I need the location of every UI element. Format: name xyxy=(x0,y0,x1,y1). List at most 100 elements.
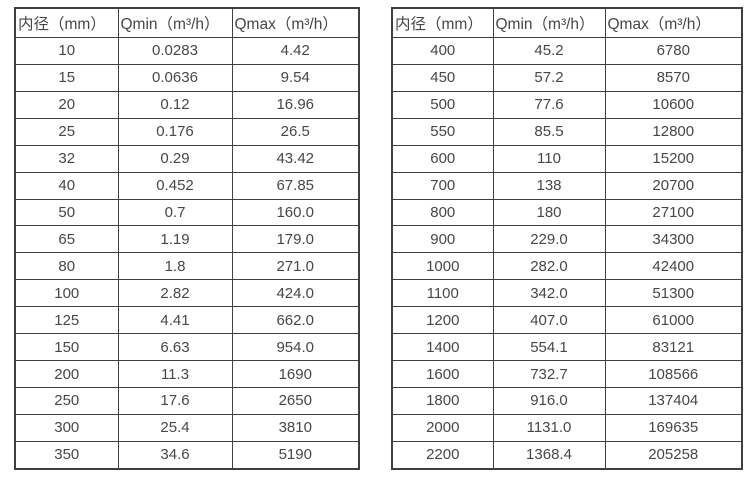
table-cell: 550 xyxy=(391,117,494,146)
table-cell: 407.0 xyxy=(492,306,606,335)
col-header-qmin: Qmin（m³/h） xyxy=(492,7,606,38)
table-cell: 137404 xyxy=(604,386,743,415)
table-row: 15 0.0636 9.54 xyxy=(14,63,360,92)
table-cell: 25 xyxy=(14,117,119,146)
table-row: 500 77.6 10600 xyxy=(391,90,743,119)
table-cell: 85.5 xyxy=(492,117,606,146)
table-cell: 3810 xyxy=(231,413,360,442)
table-row: 150 6.63 954.0 xyxy=(14,333,360,362)
table-cell: 229.0 xyxy=(492,225,606,254)
table-cell: 916.0 xyxy=(492,386,606,415)
table-cell: 15 xyxy=(14,63,119,92)
table-cell: 51300 xyxy=(604,279,743,308)
table-row: 25 0.176 26.5 xyxy=(14,117,360,146)
table-row: 600 110 15200 xyxy=(391,144,743,173)
header-row: 内径（mm） Qmin（m³/h） Qmax（m³/h） xyxy=(391,7,743,38)
table-row: 125 4.41 662.0 xyxy=(14,306,360,335)
table-cell: 180 xyxy=(492,198,606,227)
table-cell: 6780 xyxy=(604,37,743,65)
table-cell: 350 xyxy=(14,440,119,470)
table-cell: 34.6 xyxy=(117,440,233,470)
table-row: 700 138 20700 xyxy=(391,171,743,200)
table-cell: 8570 xyxy=(604,63,743,92)
table-cell: 200 xyxy=(14,360,119,388)
table-cell: 450 xyxy=(391,63,494,92)
header-row: 内径（mm） Qmin（m³/h） Qmax（m³/h） xyxy=(14,7,360,38)
table-cell: 80 xyxy=(14,252,119,281)
table-cell: 42400 xyxy=(604,252,743,281)
table-cell: 169635 xyxy=(604,413,743,442)
table-cell: 1.19 xyxy=(117,225,233,254)
table-cell: 1368.4 xyxy=(492,440,606,470)
table-cell: 40 xyxy=(14,171,119,200)
table-cell: 2000 xyxy=(391,413,494,442)
table-cell: 43.42 xyxy=(231,144,360,173)
table-cell: 0.0283 xyxy=(117,37,233,65)
table-cell: 150 xyxy=(14,333,119,362)
table-cell: 138 xyxy=(492,171,606,200)
table-cell: 0.452 xyxy=(117,171,233,200)
table-cell: 900 xyxy=(391,225,494,254)
table-row: 400 45.2 6780 xyxy=(391,37,743,65)
table-cell: 179.0 xyxy=(231,225,360,254)
table-row: 40 0.452 67.85 xyxy=(14,171,360,200)
table-cell: 300 xyxy=(14,413,119,442)
table-cell: 1000 xyxy=(391,252,494,281)
table-cell: 17.6 xyxy=(117,386,233,415)
table-cell: 282.0 xyxy=(492,252,606,281)
table-row: 1600 732.7 108566 xyxy=(391,360,743,388)
table-cell: 77.6 xyxy=(492,90,606,119)
table-cell: 400 xyxy=(391,37,494,65)
table-cell: 0.29 xyxy=(117,144,233,173)
table-row: 300 25.4 3810 xyxy=(14,413,360,442)
table-cell: 10 xyxy=(14,37,119,65)
table-row: 1000 282.0 42400 xyxy=(391,252,743,281)
table-row: 450 57.2 8570 xyxy=(391,63,743,92)
table-cell: 32 xyxy=(14,144,119,173)
table-cell: 1100 xyxy=(391,279,494,308)
table-cell: 65 xyxy=(14,225,119,254)
table-cell: 27100 xyxy=(604,198,743,227)
table-row: 80 1.8 271.0 xyxy=(14,252,360,281)
table-cell: 1690 xyxy=(231,360,360,388)
table-cell: 160.0 xyxy=(231,198,360,227)
table-cell: 0.12 xyxy=(117,90,233,119)
table-cell: 800 xyxy=(391,198,494,227)
flow-spec-table-right: 内径（mm） Qmin（m³/h） Qmax（m³/h） 400 45.2 6780… xyxy=(391,7,743,470)
table-cell: 0.0636 xyxy=(117,63,233,92)
table-cell: 26.5 xyxy=(231,117,360,146)
table-row: 1400 554.1 83121 xyxy=(391,333,743,362)
table-row: 100 2.82 424.0 xyxy=(14,279,360,308)
table-cell: 2.82 xyxy=(117,279,233,308)
table-cell: 2200 xyxy=(391,440,494,470)
table-cell: 732.7 xyxy=(492,360,606,388)
col-header-qmax: Qmax（m³/h） xyxy=(231,7,360,38)
table-cell: 108566 xyxy=(604,360,743,388)
table-cell: 34300 xyxy=(604,225,743,254)
table-row: 20 0.12 16.96 xyxy=(14,90,360,119)
table-row: 32 0.29 43.42 xyxy=(14,144,360,173)
table-cell: 45.2 xyxy=(492,37,606,65)
table-body: 400 45.2 6780 450 57.2 8570 500 77.6 10600 550 85.… xyxy=(391,37,743,470)
table-row: 10 0.0283 4.42 xyxy=(14,37,360,65)
col-header-qmin: Qmin（m³/h） xyxy=(117,7,233,38)
table-cell: 4.42 xyxy=(231,37,360,65)
table-cell: 50 xyxy=(14,198,119,227)
table-cell: 342.0 xyxy=(492,279,606,308)
flow-spec-table-left: 内径（mm） Qmin（m³/h） Qmax（m³/h） 10 0.0283 4.4… xyxy=(14,7,360,470)
table-row: 200 11.3 1690 xyxy=(14,360,360,388)
table-row: 2200 1368.4 205258 xyxy=(391,440,743,470)
table-cell: 700 xyxy=(391,171,494,200)
table-cell: 1131.0 xyxy=(492,413,606,442)
table-cell: 100 xyxy=(14,279,119,308)
table-cell: 25.4 xyxy=(117,413,233,442)
table-cell: 12800 xyxy=(604,117,743,146)
table-cell: 1.8 xyxy=(117,252,233,281)
table-cell: 1600 xyxy=(391,360,494,388)
col-header-inner-diameter: 内径（mm） xyxy=(14,7,119,38)
table-row: 65 1.19 179.0 xyxy=(14,225,360,254)
table-row: 250 17.6 2650 xyxy=(14,386,360,415)
table-cell: 16.96 xyxy=(231,90,360,119)
table-cell: 9.54 xyxy=(231,63,360,92)
table-cell: 954.0 xyxy=(231,333,360,362)
